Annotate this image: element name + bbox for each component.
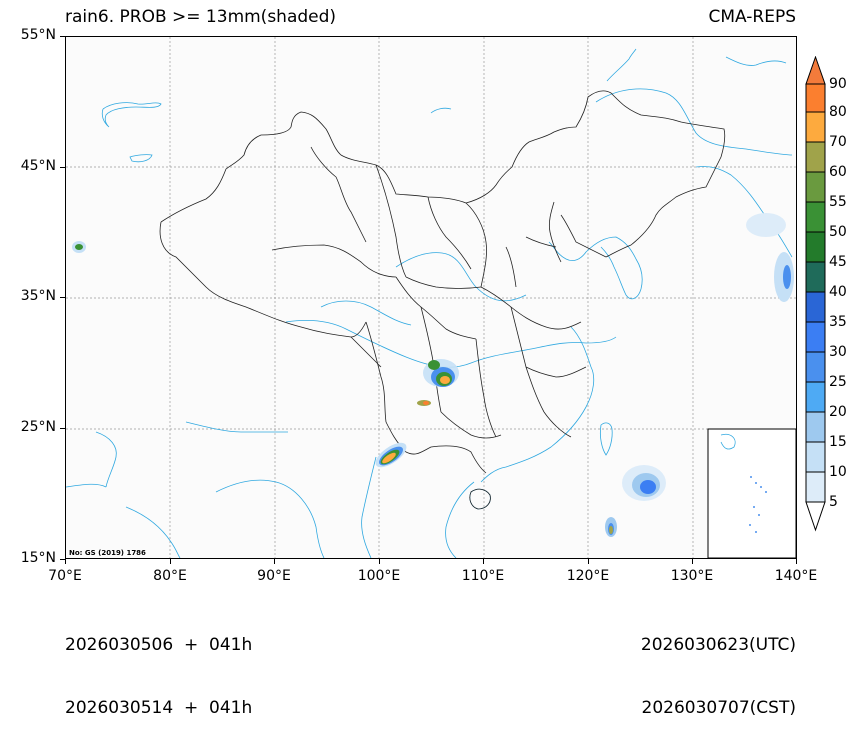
x-tick: [588, 559, 589, 564]
coastlines-rivers: [66, 48, 793, 558]
x-tick: [65, 559, 66, 564]
colorbar-label: 60: [829, 164, 847, 180]
colorbar-label: 25: [829, 374, 847, 390]
colorbar-label: 20: [829, 404, 847, 420]
map-review-number: No: GS (2019) 1786: [69, 549, 146, 557]
x-tick-label: 140°E: [774, 568, 818, 584]
colorbar-label: 45: [829, 254, 847, 270]
model-name: CMA-REPS: [708, 7, 796, 27]
y-tick: [60, 167, 65, 168]
x-tick-label: 90°E: [257, 568, 291, 584]
colorbar-label: 90: [829, 76, 847, 92]
colorbar-label: 70: [829, 134, 847, 150]
y-tick: [60, 559, 65, 560]
x-tick: [274, 559, 275, 564]
x-tick-label: 80°E: [153, 568, 187, 584]
precip-shading: [72, 213, 796, 558]
y-tick: [60, 428, 65, 429]
y-tick-label: 15°N: [20, 550, 56, 566]
y-tick: [60, 297, 65, 298]
x-tick: [796, 559, 797, 564]
init-time-block: 2026030506 + 041h 2026030514 + 041h: [65, 593, 252, 740]
colorbar-label: 50: [829, 224, 847, 240]
x-tick-label: 130°E: [670, 568, 714, 584]
colorbar: [805, 56, 827, 532]
x-tick-label: 100°E: [357, 568, 401, 584]
colorbar-label: 40: [829, 284, 847, 300]
y-tick-label: 55°N: [20, 27, 56, 43]
colorbar-label: 35: [829, 314, 847, 330]
chart-title: rain6. PROB >= 13mm(shaded): [65, 7, 337, 27]
colorbar-label: 30: [829, 344, 847, 360]
x-tick: [483, 559, 484, 564]
x-tick: [379, 559, 380, 564]
political-borders: [159, 90, 726, 510]
x-tick: [692, 559, 693, 564]
x-tick-label: 70°E: [48, 568, 82, 584]
valid-time-cst: 2026030707(CST): [641, 698, 796, 718]
valid-time-block: 2026030623(UTC) 2026030707(CST): [641, 593, 796, 740]
colorbar-label: 5: [829, 494, 838, 510]
y-tick: [60, 36, 65, 37]
colorbar-label: 55: [829, 194, 847, 210]
map-plot-area: [65, 36, 797, 559]
south-china-sea-inset: [707, 428, 796, 558]
colorbar-label: 10: [829, 464, 847, 480]
map-canvas: [66, 37, 796, 558]
y-tick-label: 45°N: [20, 158, 56, 174]
colorbar-label: 15: [829, 434, 847, 450]
x-tick-label: 110°E: [461, 568, 505, 584]
init-time-cst: 2026030514 + 041h: [65, 698, 253, 718]
y-tick-label: 35°N: [20, 288, 56, 304]
x-tick: [170, 559, 171, 564]
valid-time-utc: 2026030623(UTC): [640, 635, 796, 655]
graticule: [66, 37, 796, 558]
x-tick-label: 120°E: [566, 568, 610, 584]
y-tick-label: 25°N: [20, 419, 56, 435]
init-time-utc: 2026030506 + 041h: [65, 635, 253, 655]
colorbar-label: 80: [829, 104, 847, 120]
